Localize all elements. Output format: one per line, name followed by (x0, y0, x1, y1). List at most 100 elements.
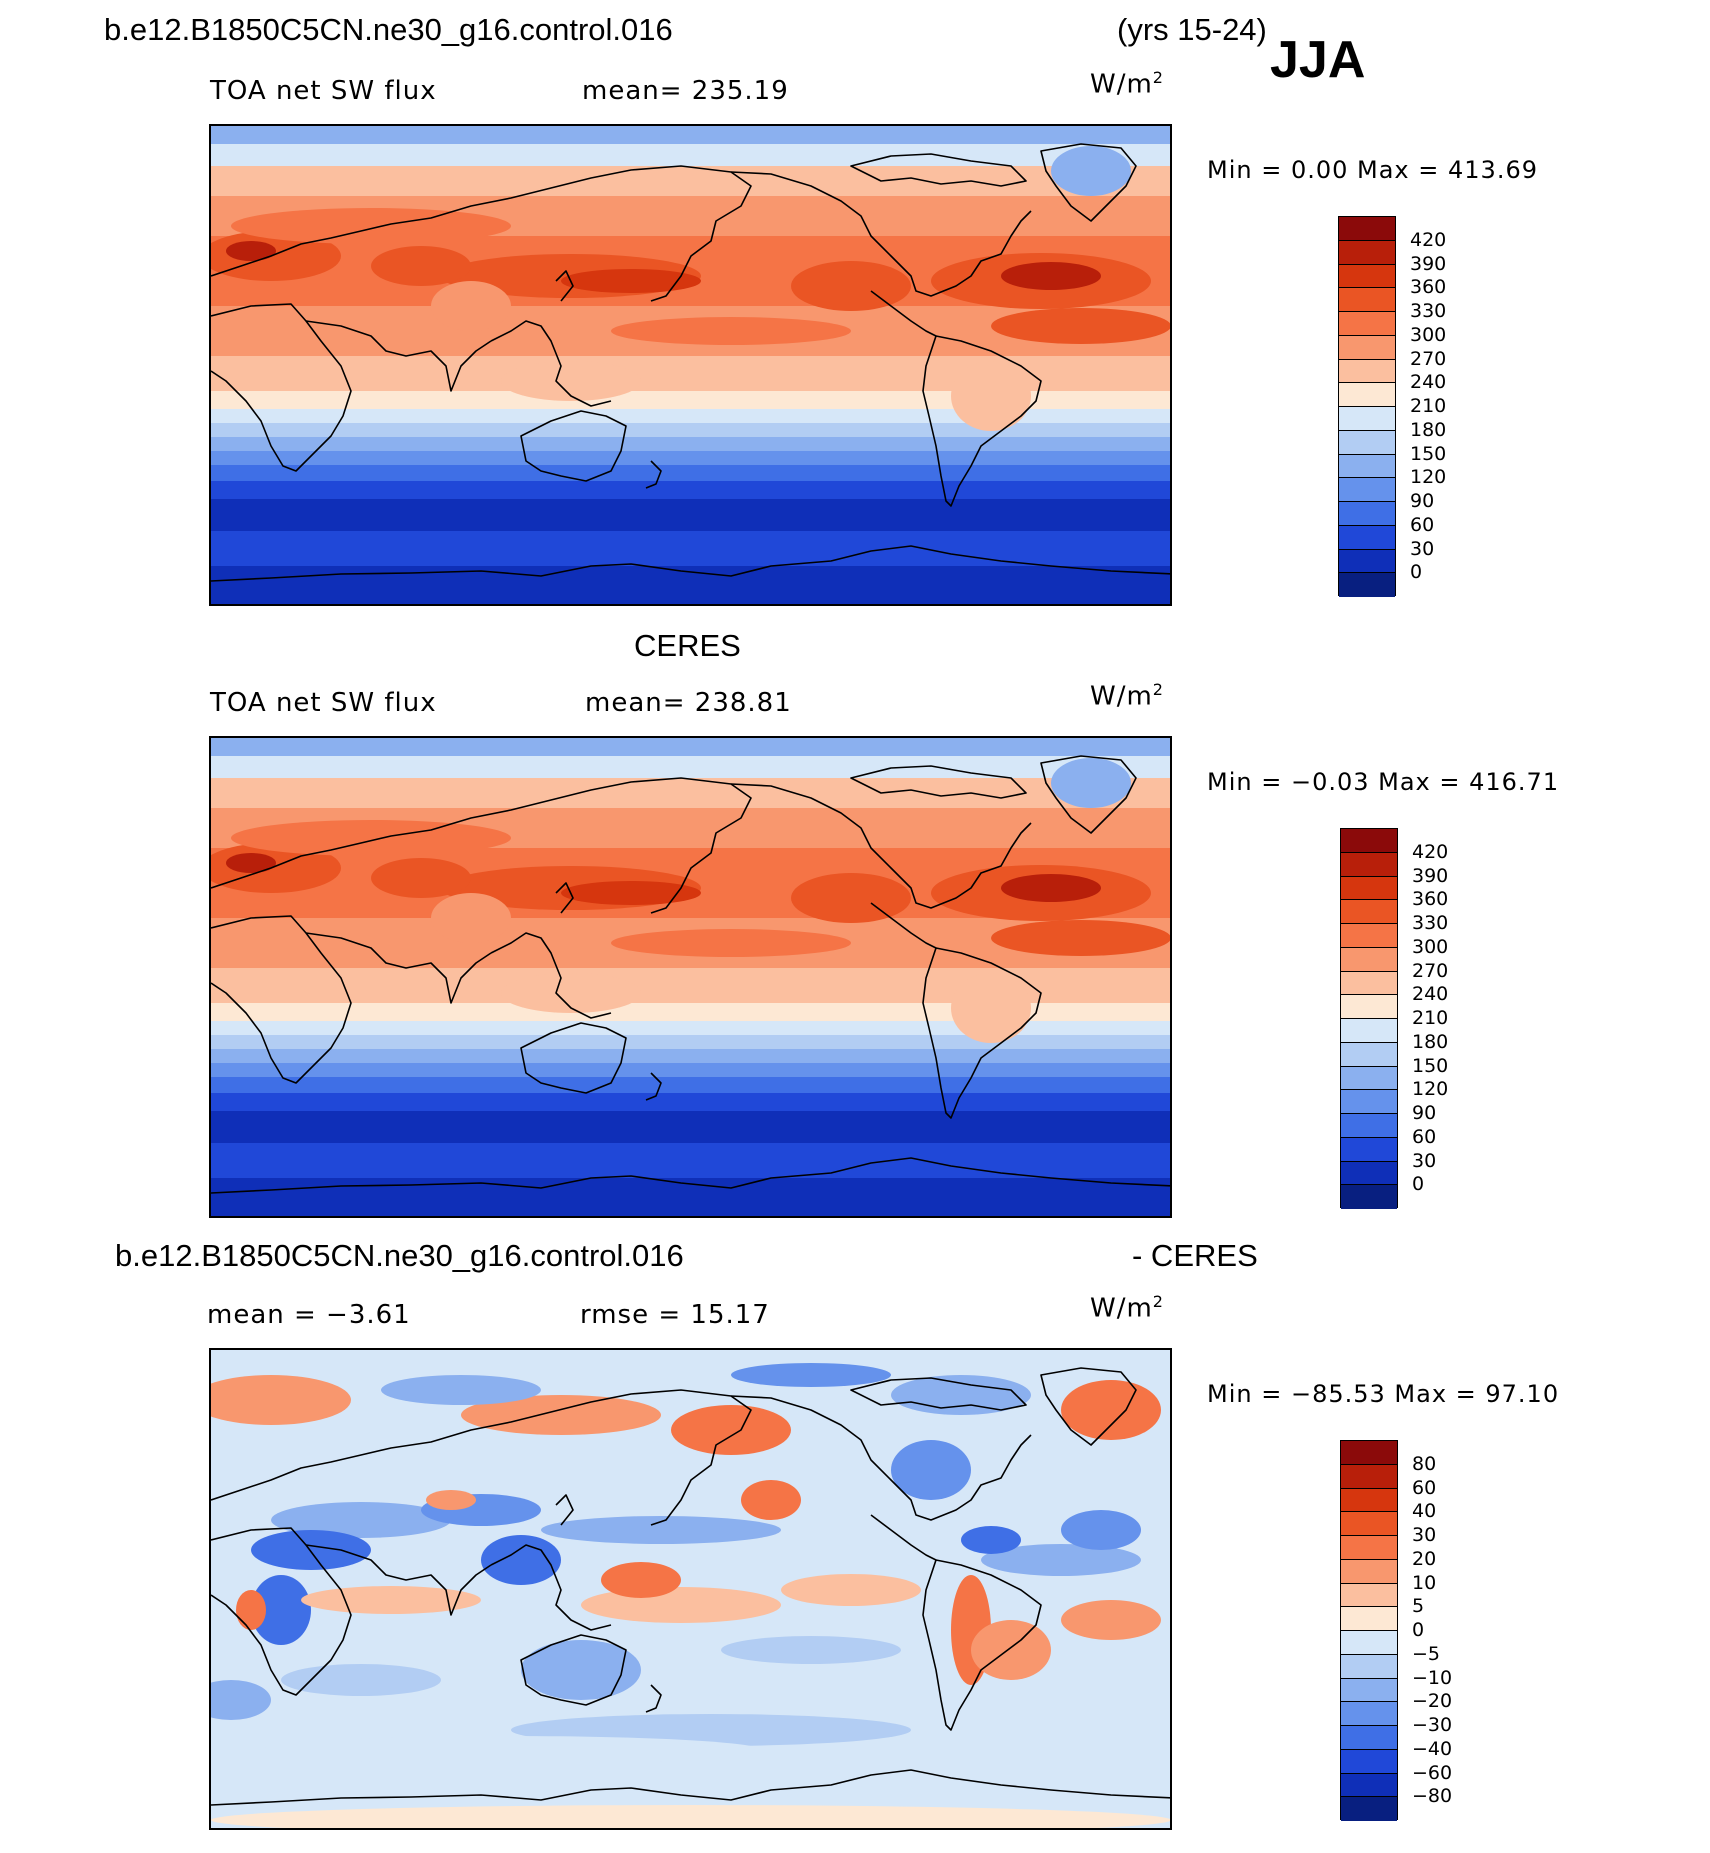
colorbar-tick-label: −30 (1412, 1714, 1453, 1736)
colorbar-tick-label: 210 (1410, 395, 1447, 417)
field-blob (791, 261, 911, 311)
colorbar-swatch (1341, 1559, 1397, 1584)
latitude-band (211, 437, 1170, 451)
coastline (730, 171, 1032, 297)
coastline (870, 290, 937, 337)
coastline (305, 320, 492, 392)
coastline (211, 545, 1170, 582)
field-blob (1061, 1600, 1161, 1640)
coastline (490, 1544, 612, 1631)
colorbar-swatch (1341, 1726, 1397, 1750)
colorbar-tick-label: 300 (1410, 323, 1447, 346)
coastline (870, 1514, 937, 1561)
latitude-band (211, 166, 1170, 196)
panel3-rmse-label: rmse = 15.17 (580, 1300, 770, 1330)
coastline (922, 947, 1042, 1119)
coastline (211, 303, 352, 472)
panel3-map (209, 1348, 1172, 1830)
coastline (305, 1544, 492, 1616)
field-blob (1061, 1380, 1161, 1440)
coastline (520, 410, 627, 482)
field-blob (891, 1440, 971, 1500)
panel2-title: CERES (634, 628, 741, 663)
field-blob (381, 1375, 541, 1405)
coastline (922, 1559, 1042, 1731)
coastline (520, 1022, 627, 1094)
colorbar-swatch (1339, 407, 1395, 431)
field-blob (211, 1375, 351, 1425)
latitude-band (211, 1003, 1170, 1021)
colorbar-swatch (1341, 1654, 1397, 1679)
colorbar-swatch (1341, 1631, 1397, 1655)
coastline (850, 1377, 1027, 1411)
colorbar-swatch (1339, 573, 1395, 597)
latitude-band (211, 423, 1170, 437)
colorbar-swatch (1341, 1019, 1397, 1043)
coastline (730, 783, 1032, 909)
colorbar-swatch (1341, 1066, 1397, 1091)
latitude-band (211, 391, 1170, 409)
field-blob (431, 281, 511, 331)
coastline (211, 777, 752, 914)
field-blob (561, 269, 701, 293)
field-blob (501, 361, 641, 401)
panel2-map (209, 736, 1172, 1218)
panel1-colorbar (1338, 216, 1396, 597)
latitude-band (211, 778, 1170, 808)
latitude-band (211, 756, 1170, 778)
colorbar-swatch (1341, 1464, 1397, 1489)
colorbar-tick-label: 240 (1412, 983, 1449, 1006)
colorbar-swatch (1341, 971, 1397, 996)
colorbar-tick-label: 270 (1410, 347, 1447, 370)
coastline (211, 1389, 752, 1526)
colorbar-swatch (1341, 1749, 1397, 1774)
field-blob (981, 1544, 1141, 1576)
panel3-units-base: W/m (1090, 1293, 1153, 1324)
field-blob (961, 1526, 1021, 1554)
colorbar-tick-label: −5 (1412, 1642, 1441, 1665)
colorbar-swatch (1341, 1185, 1397, 1209)
colorbar-tick-label: 270 (1412, 959, 1449, 982)
field-blob (231, 820, 511, 856)
coastline (555, 1494, 574, 1526)
coastline (850, 765, 1027, 799)
colorbar-tick-label: 40 (1412, 1500, 1437, 1523)
colorbar-swatch (1341, 1773, 1397, 1798)
panel3-title-left: b.e12.B1850C5CN.ne30_g16.control.016 (115, 1238, 684, 1273)
panel2-mean-label: mean= 238.81 (585, 688, 792, 718)
colorbar-tick-label: 20 (1412, 1547, 1437, 1570)
latitude-band (211, 144, 1170, 166)
colorbar-swatch (1339, 525, 1395, 550)
colorbar-tick-label: 360 (1410, 276, 1447, 299)
field-blob (481, 1535, 561, 1585)
field-blob (226, 853, 276, 873)
panel1-units: W/m2 (1090, 68, 1164, 100)
colorbar-swatch (1341, 829, 1397, 853)
colorbar-tick-label: 0 (1410, 561, 1423, 584)
field-blob (281, 1664, 441, 1696)
colorbar-swatch (1339, 502, 1395, 526)
colorbar-swatch (1339, 478, 1395, 502)
field-blob (1001, 262, 1101, 290)
colorbar-tick-label: 330 (1410, 300, 1447, 322)
colorbar-swatch (1341, 995, 1397, 1019)
field-blob (251, 1530, 371, 1570)
field-blob (991, 920, 1170, 956)
panel2-map-svg (211, 738, 1170, 1216)
latitude-band (211, 126, 1170, 144)
panel1-units-exp: 2 (1152, 68, 1164, 87)
colorbar-tick-label: 30 (1412, 1524, 1437, 1546)
field-blob (721, 1636, 901, 1664)
panel3-colorbar (1340, 1440, 1398, 1821)
panel2-units: W/m2 (1090, 680, 1164, 712)
coastline (645, 1684, 662, 1713)
latitude-band (211, 499, 1170, 525)
field-blob (951, 973, 1031, 1043)
coastline (922, 335, 1042, 507)
colorbar-swatch (1341, 1702, 1397, 1726)
panel1-variable-label: TOA net SW flux (210, 76, 437, 106)
colorbar-swatch (1341, 852, 1397, 877)
colorbar-tick-label: 180 (1410, 418, 1447, 441)
panel1-map (209, 124, 1172, 606)
colorbar-tick-label: 30 (1412, 1149, 1437, 1172)
